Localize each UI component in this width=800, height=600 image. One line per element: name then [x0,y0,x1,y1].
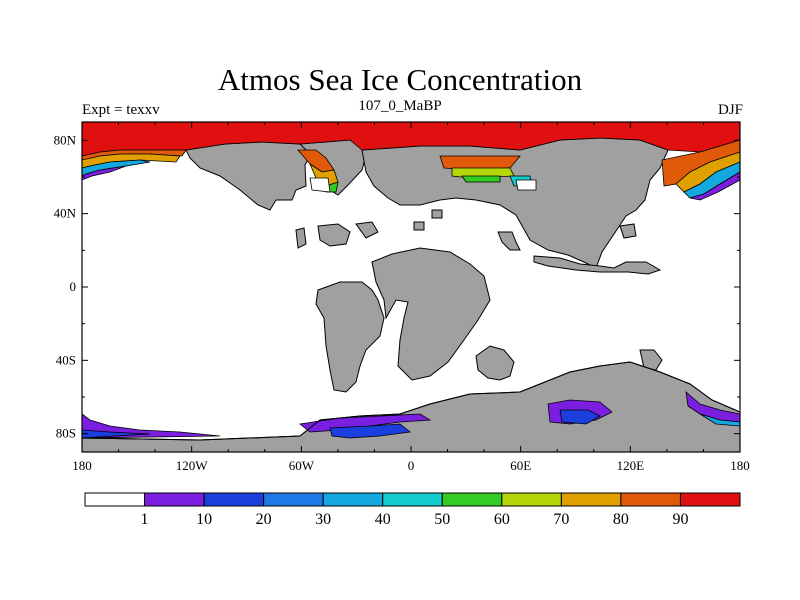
map-title: Atmos Sea Ice Concentration [217,62,583,97]
ice-barents-green [461,175,501,183]
land-fragment-c [431,209,443,219]
land-fragment-b [355,221,379,239]
colorbar-label: 30 [315,511,331,528]
colorbar-label: 70 [553,511,569,528]
ice-pacific-purple [685,391,740,423]
colorbar-swatch [620,492,681,507]
colorbar-swatch [441,492,503,507]
y-tick-label: 40S [56,352,76,367]
colorbar-label: 60 [494,511,510,528]
colorbar-swatch [203,492,265,507]
colorbar-label: 40 [375,511,391,528]
colorbar-swatch [144,492,205,507]
period-label: 107_0_MaBP [358,98,442,114]
colorbar-label: 90 [672,511,688,528]
x-tick-label: 120E [617,458,645,473]
ice-ross-blue [82,429,151,439]
x-tick-label: 0 [408,458,415,473]
colorbar-label: 10 [196,511,212,528]
ice-indian-blue [559,409,601,425]
colorbar-swatch [263,492,324,507]
colorbar-swatch [84,492,146,507]
ice-arctic-lake [309,177,331,193]
y-tick-label: 80N [54,132,77,147]
land-fragment-d [413,221,425,231]
colorbar-swatch [560,492,622,507]
land-fragment-f [533,255,662,275]
ice-okhotsk-blue [689,171,740,201]
colorbar-swatch [679,492,741,507]
colorbar-swatch [382,492,443,507]
land-fragment-a [317,223,351,247]
sea-ice-south [82,391,740,439]
colorbar-label: 50 [434,511,450,528]
colorbar: 1 10 20 30 40 50 60 70 80 90 [84,492,741,528]
ice-weddell-blue [329,423,411,439]
colorbar-label: 80 [613,511,629,528]
x-tick-label: 180 [730,458,750,473]
land-south-america [315,281,385,393]
land-fragment-h [475,345,515,381]
colorbar-swatch [322,492,384,507]
experiment-label: Expt = texxv [82,102,160,118]
land-antarctica-edge [82,361,740,441]
land-fragment-e [497,231,521,251]
y-tick-label: 0 [70,279,77,294]
sea-ice-north [82,122,740,201]
land-fragment-i [639,349,663,371]
land-arctic-island [295,227,307,249]
colorbar-swatch [501,492,562,507]
x-tick-label: 120W [176,458,209,473]
y-tick-label: 80S [56,426,76,441]
colorbar-label: 1 [141,511,149,528]
x-tick-label: 180 [72,458,92,473]
x-tick-label: 60E [510,458,531,473]
season-label: DJF [717,102,743,118]
y-tick-label: 40N [54,206,77,221]
ice-bering-purple [82,165,127,181]
land-fragment-g [619,223,637,239]
ice-kara-lake [515,179,537,191]
land-africa [371,247,491,381]
colorbar-label: 20 [256,511,272,528]
axis-ticks: 180 120W 60W 0 60E 120E 180 80N 40N 0 40S 80S [54,122,750,473]
x-tick-label: 60W [289,458,315,473]
ice-pacific-cyan [699,413,740,427]
